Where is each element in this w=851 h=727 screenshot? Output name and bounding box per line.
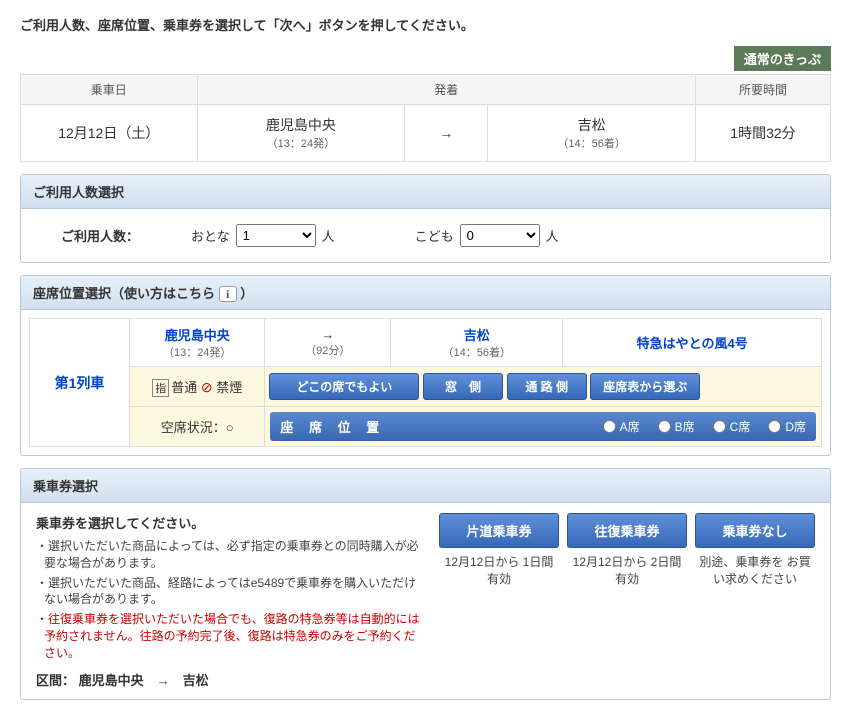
th-deparr: 発着 — [197, 75, 695, 105]
seat-panel: 座席位置選択（使い方はこちら i ） 第1列車 鹿児島中央 （13：24発） →… — [20, 275, 831, 456]
ticket-panel: 乗車券選択 乗車券を選択してください。 ・選択いただいた商品によっては、必ず指定… — [20, 468, 831, 700]
child-select[interactable]: 0 — [460, 224, 540, 247]
ticket-header: 乗車券選択 — [21, 469, 830, 503]
section-line: 区間： 鹿児島中央 → 吉松 — [36, 670, 425, 689]
car-type: 指普通 ⊘ 禁煙 — [130, 367, 265, 407]
child-label: こども — [415, 226, 454, 245]
no-smoking-icon: ⊘ — [201, 379, 213, 395]
info-icon[interactable]: i — [219, 286, 237, 302]
note-2: ・選択いただいた商品、経路によってはe5489で乗車券を購入いただけない場合があ… — [36, 575, 425, 609]
btn-roundtrip[interactable]: 往復乗車券 — [567, 513, 687, 548]
note-3: ・往復乗車券を選択いただいた場合でも、復路の特急券等は自動的には予約されません。… — [36, 611, 425, 661]
radio-c[interactable]: C席 — [713, 418, 751, 435]
seat-from: 鹿児島中央 （13：24発） — [130, 319, 265, 367]
cell-from: 鹿児島中央 （13：24発） — [197, 105, 405, 162]
btn-seat-chart[interactable]: 座席表から選ぶ — [590, 373, 700, 400]
persons-label: ご利用人数： — [61, 226, 191, 245]
adult-label: おとな — [191, 226, 230, 245]
seat-table: 第1列車 鹿児島中央 （13：24発） → （92分） 吉松 （14：56着） — [29, 318, 822, 447]
seat-arrow: → （92分） — [265, 319, 391, 367]
cell-to: 吉松 （14：56着） — [488, 105, 696, 162]
train-name: 特急はやとの風4号 — [563, 319, 822, 367]
note-1: ・選択いただいた商品によっては、必ず指定の乗車券との同時購入が必要な場合がありま… — [36, 538, 425, 572]
radio-b[interactable]: B席 — [658, 418, 695, 435]
vacancy: 空席状況：○ — [130, 407, 265, 447]
train-number: 第1列車 — [30, 319, 130, 447]
seat-header: 座席位置選択（使い方はこちら i ） — [21, 276, 830, 310]
journey-table: 乗車日 発着 所要時間 12月12日（土） 鹿児島中央 （13：24発） → 吉… — [20, 74, 831, 162]
child-unit: 人 — [546, 226, 559, 245]
adult-select[interactable]: 1 — [236, 224, 316, 247]
ticket-notes: 乗車券を選択してください。 ・選択いただいた商品によっては、必ず指定の乗車券との… — [36, 513, 425, 689]
cell-date: 12月12日（土） — [21, 105, 198, 162]
ticket-type-badge: 通常のきっぷ — [734, 46, 831, 71]
ticket-title: 乗車券を選択してください。 — [36, 513, 425, 532]
th-duration: 所要時間 — [695, 75, 830, 105]
btn-any-seat[interactable]: どこの席でもよい — [269, 373, 419, 400]
cell-duration: 1時間32分 — [695, 105, 830, 162]
arrow-icon: → — [405, 105, 488, 162]
btn-window[interactable]: 窓 側 — [423, 373, 503, 400]
round-desc: 12月12日から 2日間有効 — [567, 554, 687, 588]
seat-radio-group: A席 B席 C席 D席 — [603, 418, 806, 435]
adult-unit: 人 — [322, 226, 335, 245]
btn-oneway[interactable]: 片道乗車券 — [439, 513, 559, 548]
none-desc: 別途、乗車券を お買い求めください — [695, 554, 815, 588]
btn-aisle[interactable]: 通 路 側 — [507, 373, 587, 400]
seat-to: 吉松 （14：56着） — [391, 319, 563, 367]
seat-pos-label: 座 席 位 置 — [280, 417, 385, 436]
th-date: 乗車日 — [21, 75, 198, 105]
oneway-desc: 12月12日から 1日間有効 — [439, 554, 559, 588]
persons-header: ご利用人数選択 — [21, 175, 830, 209]
seat-position-bar: 座 席 位 置 A席 B席 C席 D席 — [270, 412, 816, 441]
instruction-text: ご利用人数、座席位置、乗車券を選択して「次へ」ボタンを押してください。 — [20, 15, 831, 34]
btn-no-ticket[interactable]: 乗車券なし — [695, 513, 815, 548]
radio-a[interactable]: A席 — [603, 418, 640, 435]
persons-panel: ご利用人数選択 ご利用人数： おとな 1 人 こども 0 人 — [20, 174, 831, 263]
radio-d[interactable]: D席 — [768, 418, 806, 435]
